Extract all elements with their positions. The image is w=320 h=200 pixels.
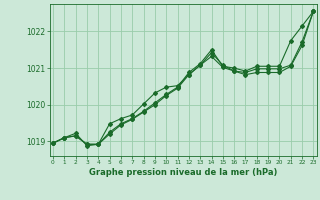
X-axis label: Graphe pression niveau de la mer (hPa): Graphe pression niveau de la mer (hPa): [89, 168, 277, 177]
